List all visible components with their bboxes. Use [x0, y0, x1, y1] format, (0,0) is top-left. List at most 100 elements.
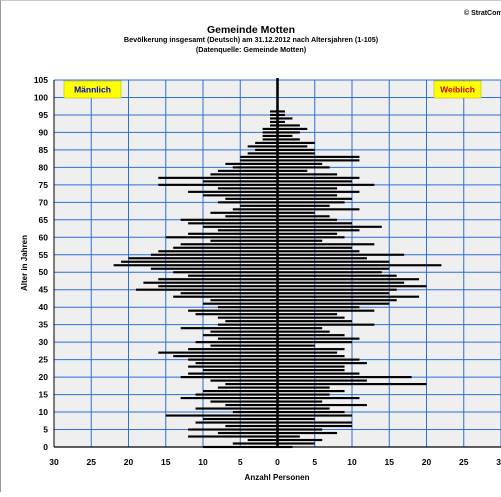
female-bar — [277, 390, 345, 393]
male-bar — [158, 176, 278, 179]
y-tick-label: 65 — [39, 215, 49, 225]
male-bar — [195, 313, 278, 316]
female-bar — [277, 295, 420, 298]
female-bar — [277, 435, 300, 438]
female-bar — [277, 438, 323, 442]
male-bar — [255, 148, 278, 151]
male-bar — [158, 285, 278, 288]
male-bar — [203, 194, 278, 197]
female-bar — [277, 431, 338, 435]
female-bar — [277, 372, 360, 375]
female-bar — [277, 306, 360, 309]
male-bar — [188, 222, 278, 225]
female-bar — [277, 169, 308, 172]
male-bar — [165, 236, 278, 239]
female-bar — [277, 127, 308, 131]
male-bar — [247, 145, 278, 148]
male-bar — [195, 362, 278, 365]
male-bar — [128, 257, 278, 260]
x-tick-label: 30 — [496, 457, 501, 467]
x-tick-label: 0 — [275, 457, 280, 467]
male-bar — [188, 190, 278, 193]
female-bar — [277, 250, 360, 253]
male-bar — [210, 400, 278, 403]
female-bar — [277, 201, 345, 204]
female-bar — [277, 348, 345, 351]
female-bar — [277, 124, 300, 127]
legend-male-label: Männlich — [74, 85, 111, 95]
female-bar — [277, 239, 323, 242]
male-bar — [262, 127, 278, 131]
male-bar — [165, 414, 278, 417]
x-tick-label: 15 — [161, 457, 171, 467]
x-tick-label: 5 — [312, 457, 317, 467]
chart-title: Gemeinde Motten — [207, 24, 295, 36]
male-bar — [188, 348, 278, 351]
male-bar — [203, 417, 278, 421]
female-bar — [277, 211, 315, 214]
female-bar — [277, 225, 382, 228]
female-bar — [277, 337, 360, 340]
y-tick-label: 35 — [39, 320, 49, 330]
x-tick-label: 25 — [87, 457, 97, 467]
female-bar — [277, 180, 352, 183]
copyright-text: © StratCom — [464, 9, 501, 17]
female-bar — [277, 410, 345, 414]
male-bar — [210, 299, 278, 302]
male-bar — [217, 201, 278, 204]
y-tick-label: 60 — [39, 232, 49, 242]
female-bar — [277, 152, 315, 155]
female-bar — [277, 358, 360, 361]
male-bar — [270, 117, 278, 120]
male-bar — [247, 438, 278, 442]
female-bar — [277, 330, 330, 333]
y-tick-label: 40 — [39, 302, 49, 312]
female-bar — [277, 138, 300, 141]
female-bar — [277, 320, 352, 323]
female-bar — [277, 141, 315, 144]
male-bar — [232, 410, 278, 414]
female-bar — [277, 194, 338, 197]
male-bar — [270, 113, 278, 117]
female-bar — [277, 218, 338, 221]
legend-female-box — [433, 80, 482, 99]
female-bar — [277, 442, 315, 445]
male-bar — [262, 138, 278, 141]
male-bar — [188, 358, 278, 361]
male-bar — [225, 215, 278, 218]
male-bar — [270, 110, 278, 113]
female-bar — [277, 351, 338, 354]
male-bar — [180, 218, 278, 221]
female-bar — [277, 323, 375, 326]
male-bar — [188, 309, 278, 312]
male-bar — [113, 264, 278, 267]
male-bar — [195, 421, 278, 424]
male-bar — [217, 316, 278, 319]
male-bar — [225, 424, 278, 428]
male-bar — [217, 431, 278, 435]
y-tick-label: 70 — [39, 197, 49, 207]
female-bar — [277, 120, 285, 124]
male-bar — [225, 162, 278, 165]
female-bar — [277, 334, 345, 337]
male-bar — [210, 344, 278, 347]
male-bar — [232, 208, 278, 211]
female-bar — [277, 253, 405, 256]
female-bar — [277, 362, 367, 365]
female-bar — [277, 232, 338, 235]
male-bar — [173, 295, 278, 298]
female-bar — [277, 285, 427, 288]
x-tick-label: 10 — [347, 457, 357, 467]
female-bar — [277, 190, 360, 193]
female-bar — [277, 159, 360, 162]
female-bar — [277, 166, 330, 169]
male-bar — [210, 239, 278, 242]
female-bar — [277, 187, 338, 190]
male-bar — [217, 229, 278, 232]
female-bar — [277, 113, 285, 117]
female-bar — [277, 414, 352, 417]
female-bar — [277, 316, 345, 319]
male-bar — [232, 442, 278, 445]
male-bar — [210, 211, 278, 214]
